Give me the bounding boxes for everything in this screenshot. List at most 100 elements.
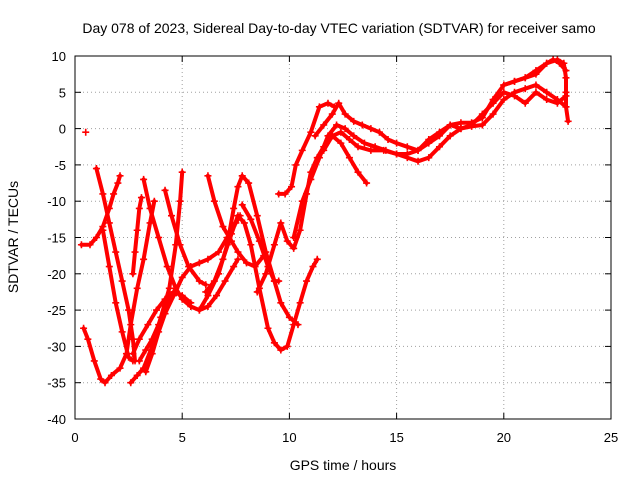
data-point-marker xyxy=(354,168,362,176)
data-series-arc-8 xyxy=(140,175,242,314)
data-point-marker xyxy=(238,172,246,180)
data-point-marker xyxy=(457,125,465,133)
data-point-marker xyxy=(288,183,296,191)
data-point-marker xyxy=(285,313,293,321)
data-point-marker xyxy=(446,121,454,129)
data-point-marker xyxy=(129,357,137,365)
data-point-marker xyxy=(328,110,336,118)
data-point-marker xyxy=(511,92,519,100)
data-point-marker xyxy=(142,368,150,376)
data-point-marker xyxy=(234,248,242,256)
data-point-marker xyxy=(140,175,148,183)
data-point-marker xyxy=(562,88,570,96)
data-point-marker xyxy=(311,132,319,140)
data-point-marker xyxy=(77,241,85,249)
data-point-marker xyxy=(341,110,349,118)
y-tick-label: -20 xyxy=(47,267,66,282)
data-point-marker xyxy=(253,288,261,296)
data-point-marker xyxy=(489,99,497,107)
data-point-marker xyxy=(298,146,306,154)
data-point-marker xyxy=(161,306,169,314)
tick-label-layer: 0 5 10 15 20 25 -40 -35 -30 -25 -20 -15 -10 -5 0 5 10 xyxy=(47,49,618,445)
data-point-marker xyxy=(129,270,137,278)
data-point-marker xyxy=(262,270,270,278)
data-point-marker xyxy=(333,121,341,129)
data-point-marker xyxy=(283,237,291,245)
data-point-marker xyxy=(127,379,135,387)
data-point-marker xyxy=(375,128,383,136)
data-point-marker xyxy=(155,321,163,329)
data-series-arc-15 xyxy=(238,201,283,285)
data-point-marker xyxy=(118,277,126,285)
data-point-marker xyxy=(219,255,227,263)
data-point-marker xyxy=(172,284,180,292)
data-point-marker xyxy=(425,135,433,143)
data-point-marker xyxy=(178,273,186,281)
data-point-marker xyxy=(277,299,285,307)
data-point-marker xyxy=(234,212,242,220)
data-point-marker xyxy=(125,306,133,314)
data-point-marker xyxy=(393,150,401,158)
data-point-marker xyxy=(135,357,143,365)
y-axis-label: SDTVAR / TECUs xyxy=(5,181,21,293)
data-point-marker xyxy=(185,263,193,271)
data-point-marker xyxy=(543,59,551,67)
data-point-marker xyxy=(532,88,540,96)
data-point-marker xyxy=(478,121,486,129)
y-tick-label: -25 xyxy=(47,303,66,318)
data-point-marker xyxy=(553,99,561,107)
data-point-marker xyxy=(204,172,212,180)
data-point-marker xyxy=(521,74,529,82)
data-series-arc-7 xyxy=(129,194,145,278)
data-point-marker xyxy=(202,281,210,289)
data-point-marker xyxy=(133,284,141,292)
data-point-marker xyxy=(204,255,212,263)
data-point-marker xyxy=(137,194,145,202)
data-point-marker xyxy=(219,223,227,231)
data-point-marker xyxy=(146,204,154,212)
data-point-marker xyxy=(133,371,141,379)
data-point-marker xyxy=(148,350,156,358)
y-tick-label: -15 xyxy=(47,231,66,246)
series-layer xyxy=(77,56,572,387)
data-point-marker xyxy=(446,132,454,140)
data-point-marker xyxy=(335,99,343,107)
data-point-marker xyxy=(178,168,186,176)
data-point-marker xyxy=(562,74,570,82)
data-point-marker xyxy=(358,121,366,129)
data-point-marker xyxy=(202,288,210,296)
data-point-marker xyxy=(247,215,255,223)
data-point-marker xyxy=(116,172,124,180)
y-tick-label: -10 xyxy=(47,194,66,209)
data-point-marker xyxy=(367,125,375,133)
data-point-marker xyxy=(215,248,223,256)
y-tick-label: -40 xyxy=(47,412,66,427)
data-point-marker xyxy=(187,299,195,307)
y-tick-label: -35 xyxy=(47,376,66,391)
data-point-marker xyxy=(176,241,184,249)
data-series-arc-9 xyxy=(161,186,210,289)
data-point-marker xyxy=(303,277,311,285)
x-tick-label: 15 xyxy=(389,430,403,445)
data-point-marker xyxy=(135,335,143,343)
data-series-arc-21 xyxy=(500,56,572,125)
data-point-marker xyxy=(275,277,283,285)
x-tick-label: 20 xyxy=(497,430,511,445)
data-point-marker xyxy=(161,186,169,194)
data-point-marker xyxy=(350,117,358,125)
data-point-marker xyxy=(435,143,443,151)
data-point-marker xyxy=(478,110,486,118)
data-series-arc-1 xyxy=(80,197,158,387)
data-point-marker xyxy=(315,154,323,162)
data-point-marker xyxy=(564,117,572,125)
data-point-marker xyxy=(99,226,107,234)
data-point-marker xyxy=(84,335,92,343)
data-point-marker xyxy=(170,288,178,296)
data-point-marker xyxy=(148,335,156,343)
data-point-marker xyxy=(105,263,113,271)
data-point-marker xyxy=(116,364,124,372)
data-point-marker xyxy=(150,197,158,205)
series-trace xyxy=(291,83,568,240)
data-point-marker xyxy=(500,96,508,104)
data-point-marker xyxy=(129,350,137,358)
